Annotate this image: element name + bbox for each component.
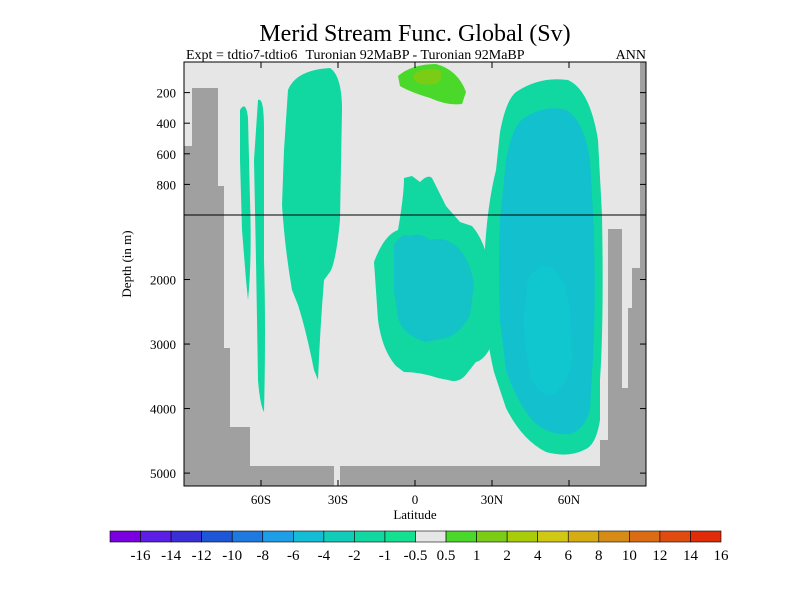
y-axis-label: Depth (in m)	[119, 230, 134, 297]
chart-subtitle-left: Expt = tdtio7-tdtio6	[186, 48, 297, 63]
contour-region	[524, 266, 572, 395]
colorbar-swatch	[354, 530, 386, 543]
colorbar-label: 16	[714, 548, 730, 564]
colorbar-swatch	[506, 530, 538, 543]
colorbar-swatch	[231, 530, 264, 543]
y-tick-label: 600	[157, 147, 177, 162]
colorbar-label: -8	[257, 548, 270, 564]
y-tick-label: 200	[157, 86, 177, 101]
colorbar-labels: -16 -14 -12 -10 -8 -6 -4 -2 -1 -0.5 0.5 1 2 4 6 8 10 12 14…	[131, 548, 729, 564]
colorbar-label: -1	[379, 548, 392, 564]
colorbar-label: 12	[652, 548, 667, 564]
colorbar-swatch	[598, 530, 630, 543]
colorbar-label: 14	[683, 548, 699, 564]
colorbar-swatch	[445, 530, 477, 543]
colorbar-label: 8	[595, 548, 603, 564]
colorbar-label: -10	[222, 548, 242, 564]
colorbar-label: -12	[192, 548, 212, 564]
x-axis: 60S 30S 0 30N 60N	[251, 62, 581, 507]
y-tick-label: 2000	[150, 273, 176, 288]
colorbar-swatch	[292, 530, 325, 543]
contour-region	[240, 106, 251, 300]
colorbar-swatch	[384, 530, 416, 543]
colorbar-label: -6	[287, 548, 300, 564]
colorbar-swatch	[323, 530, 355, 543]
topography-north	[340, 62, 646, 486]
colorbar-label: 2	[503, 548, 511, 564]
chart-subtitle-right: ANN	[616, 48, 646, 63]
y-tick-label: 400	[157, 116, 177, 131]
contour-region	[414, 68, 442, 85]
x-axis-label: Latitude	[393, 507, 437, 522]
colorbar-swatch	[476, 530, 508, 543]
colorbar-label: 0.5	[437, 548, 456, 564]
x-tick-label: 30S	[328, 492, 348, 507]
colorbar-swatch	[537, 530, 569, 543]
colorbar-swatch	[170, 530, 202, 543]
colorbar-label: 4	[534, 548, 542, 564]
colorbar-label: -16	[131, 548, 151, 564]
x-tick-label: 60N	[558, 492, 581, 507]
colorbar-label: 6	[565, 548, 573, 564]
contour-region	[254, 99, 265, 412]
y-tick-label: 3000	[150, 337, 176, 352]
contour-region	[394, 234, 474, 342]
y-tick-label: 800	[157, 177, 177, 192]
colorbar-swatch	[690, 530, 722, 543]
chart-title: Merid Stream Func. Global (Sv)	[259, 21, 570, 47]
colorbar-swatch	[109, 530, 141, 543]
colorbar-swatch	[659, 530, 691, 543]
colorbar-swatch	[201, 530, 233, 543]
topography-south	[184, 88, 334, 486]
y-tick-label: 5000	[150, 466, 176, 481]
contour-region	[282, 68, 342, 380]
plot-area	[183, 61, 647, 487]
colorbar-label: -2	[348, 548, 361, 564]
y-axis: 200 400 600 800 2000 3000 4000 5000	[150, 86, 646, 481]
colorbar-label: -4	[318, 548, 331, 564]
y-tick-label: 4000	[150, 402, 176, 417]
colorbar-label: 10	[622, 548, 637, 564]
colorbar-label: 1	[473, 548, 481, 564]
x-tick-label: 0	[412, 492, 419, 507]
colorbar-swatch	[567, 530, 600, 543]
colorbar-swatch	[415, 530, 447, 543]
colorbar-swatch	[629, 530, 661, 543]
x-tick-label: 60S	[251, 492, 271, 507]
colorbar	[109, 530, 722, 543]
chart-subtitle-center: Turonian 92MaBP - Turonian 92MaBP	[305, 48, 524, 63]
colorbar-swatch	[140, 530, 172, 543]
colorbar-swatch	[262, 530, 294, 543]
colorbar-label: -14	[161, 548, 181, 564]
colorbar-label: -0.5	[404, 548, 428, 564]
x-tick-label: 30N	[481, 492, 504, 507]
